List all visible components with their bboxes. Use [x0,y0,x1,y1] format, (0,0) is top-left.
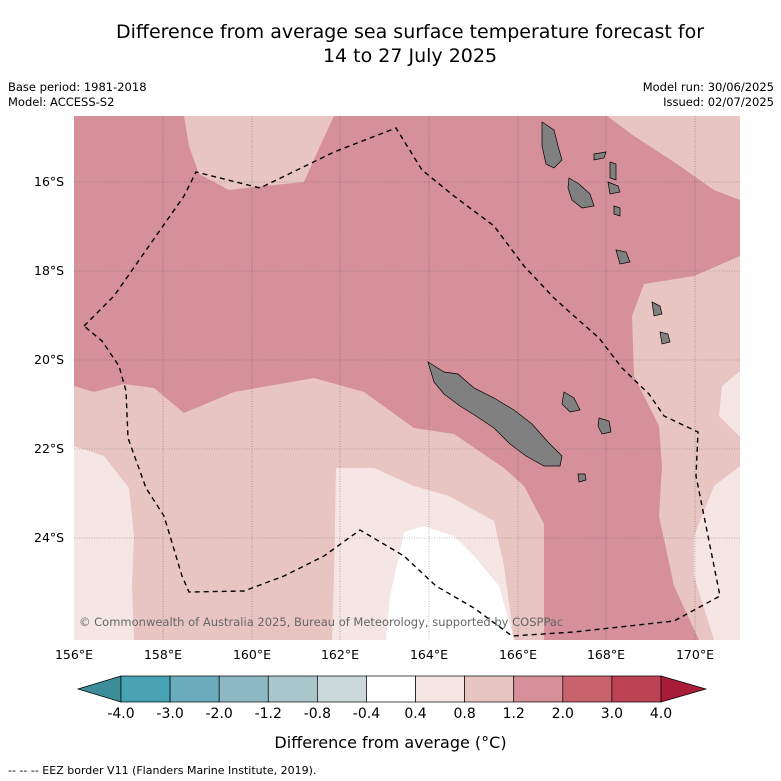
colorbar-tick-label: -0.8 [303,706,332,722]
colorbar-segment [611,675,662,703]
colorbar-segment [513,675,564,703]
sst-anomaly-map [74,116,740,640]
vanuatu-island-1 [541,121,563,169]
colorbar-tick-label: 3.0 [600,706,624,722]
chart-title-line-2: 14 to 27 July 2025 [322,45,498,67]
colorbar-segment [464,675,515,703]
loyalty-island-2 [597,417,612,435]
lat-tick-20s: 20°S [34,352,65,367]
vanuatu-island-7 [651,301,663,317]
lon-tick-168e: 168°E [586,647,625,662]
anomaly-region-0.8-1.2-north [184,116,334,190]
colorbar-tick-label: -4.0 [107,706,135,722]
model-name: Model: ACCESS-S2 [8,95,115,109]
base-period: Base period: 1981-2018 [8,80,147,94]
vanuatu-island-5 [609,161,617,181]
colorbar-tick-label: 1.2 [502,706,525,722]
vanuatu-island-4 [607,181,621,195]
lon-tick-164e: 164°E [409,647,448,662]
colorbar-segment [169,675,220,703]
lon-tick-160e: 160°E [232,647,271,662]
colorbar-segment [120,675,171,703]
colorbar-extend-low [76,675,122,703]
new-caledonia-island [427,361,563,467]
anomaly-region-0.8-1.2-northeast [607,116,740,200]
eez-legend: -- -- -- EEZ border V11 (Flanders Marine… [8,764,317,777]
colorbar-extend-high [660,675,708,703]
graticule [74,116,740,640]
colorbar-tick-label: -3.0 [156,706,184,722]
chart-title-line-1: Difference from average sea surface temp… [115,21,705,43]
vanuatu-island-9 [613,205,621,217]
colorbar-tick-label: -1.2 [254,706,282,722]
anomaly-region-0.4-0.8-southwest [74,446,134,640]
copyright-notice: © Commonwealth of Australia 2025, Bureau… [79,615,564,629]
anomaly-region-neutral [386,526,514,640]
colorbar-segment [562,675,613,703]
colorbar-tick-label: -0.4 [352,706,381,722]
anomaly-region-0.4-0.8-southeast [694,466,740,640]
lon-tick-158e: 158°E [143,647,182,662]
colorbar-segment [366,675,416,703]
colorbar-tick-label: 4.0 [649,706,673,722]
colorbar-segment [218,675,269,703]
lon-tick-166e: 166°E [498,647,537,662]
issued-date: Issued: 02/07/2025 [663,95,774,109]
land-masses [427,121,671,483]
colorbar-tick-label: 2.0 [551,706,574,722]
lat-tick-16s: 16°S [34,174,65,189]
colorbar [76,675,708,703]
loyalty-island-1 [561,391,581,413]
colorbar-tick-label: -2.0 [205,706,233,722]
colorbar-segment [317,675,367,703]
vanuatu-island-8 [659,331,671,345]
colorbar-tick-label: 0.4 [404,706,427,722]
lat-tick-18s: 18°S [34,263,65,278]
colorbar-segment [267,675,318,703]
colorbar-tick-label: 0.8 [453,706,476,722]
lon-tick-156e: 156°E [54,647,93,662]
colorbar-segment [415,675,465,703]
isle-of-pines [577,473,587,483]
vanuatu-island-2 [567,177,595,209]
vanuatu-island-3 [593,151,607,161]
lon-tick-170e: 170°E [675,647,714,662]
lat-tick-22s: 22°S [34,441,65,456]
lat-tick-24s: 24°S [34,530,65,545]
lon-tick-162e: 162°E [320,647,359,662]
model-run: Model run: 30/06/2025 [642,80,774,94]
eez-border [82,127,721,637]
vanuatu-island-6 [615,249,631,265]
colorbar-title: Difference from average (°C) [274,733,507,752]
anomaly-region-0.4-0.8-east [719,371,740,436]
